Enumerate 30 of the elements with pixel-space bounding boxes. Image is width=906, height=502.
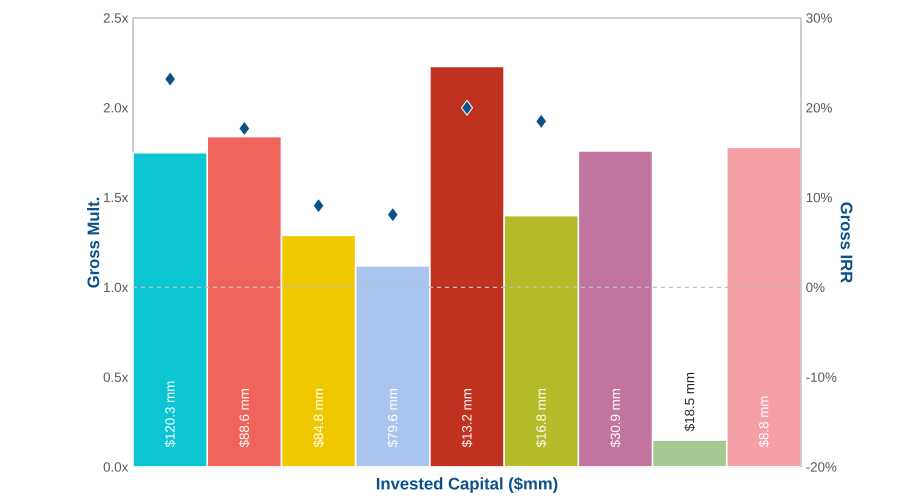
y2-axis-title: Gross IRR (840, 202, 852, 283)
y2-tick-label: -10% (806, 372, 836, 382)
y-tick-label: 2.5x (104, 13, 128, 23)
y-tick-label: 0.0x (104, 462, 128, 472)
y2-tick-label: -20% (806, 462, 836, 472)
y2-tick-label: 0% (806, 282, 825, 292)
y2-tick-label: 10% (806, 192, 832, 202)
y-tick-label: 1.5x (104, 192, 128, 202)
y2-tick-label: 20% (806, 103, 832, 113)
x-tick-label: $30.9 mm (610, 389, 621, 448)
point (312, 198, 325, 214)
x-tick-label: $88.6 mm (238, 389, 250, 448)
point (238, 120, 250, 136)
y-tick-label: 0.5x (104, 372, 128, 382)
x-tick-label: $8.8 mm (758, 396, 770, 448)
x-tick-label: $13.2 mm (462, 389, 472, 448)
point (164, 71, 176, 87)
x-tick-label: $18.5 mm (684, 372, 696, 432)
y-tick-label: 1.0x (104, 282, 128, 292)
x-tick-label: $84.8 mm (313, 389, 324, 448)
y-axis-title: Gross Mult. (87, 198, 100, 288)
x-tick-label: $120.3 mm (164, 382, 176, 448)
point (535, 113, 548, 130)
point (460, 100, 474, 116)
y-tick-label: 2.0x (104, 103, 128, 113)
x-axis-title: Invested Capital ($mm) (376, 477, 558, 493)
x-tick-label: $16.8 mm (536, 389, 547, 448)
y2-tick-label: 30% (806, 13, 832, 23)
x-tick-label: $79.6 mm (387, 389, 398, 448)
point (386, 206, 399, 223)
